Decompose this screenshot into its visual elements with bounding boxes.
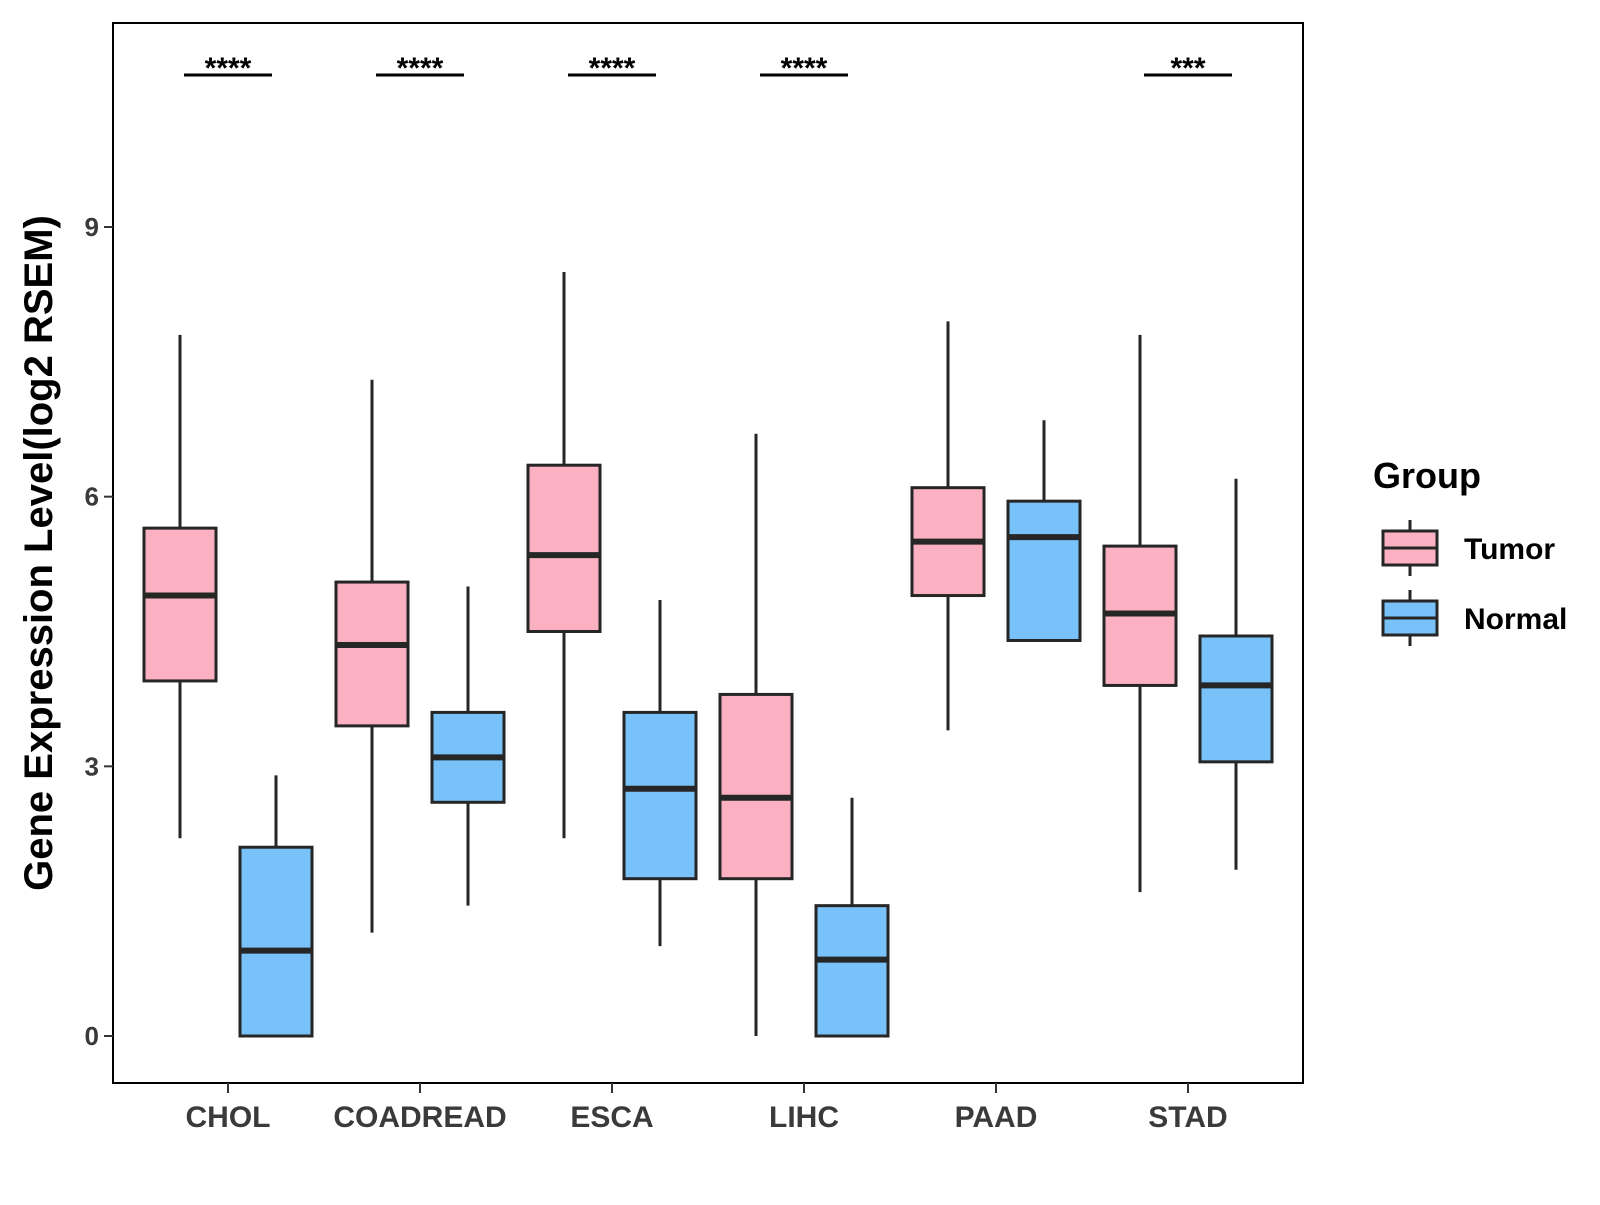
significance-label: **** bbox=[397, 52, 444, 85]
significance-label: *** bbox=[1170, 52, 1205, 85]
x-tick-label-lihc: LIHC bbox=[769, 1101, 839, 1134]
box-tumor-lihc bbox=[718, 433, 794, 1036]
significance-stad: *** bbox=[1144, 52, 1232, 85]
box-body bbox=[814, 904, 890, 1038]
legend-label-normal: Normal bbox=[1464, 603, 1567, 636]
significance-label: **** bbox=[589, 52, 636, 85]
boxes-layer bbox=[142, 271, 1274, 1038]
box-normal-lihc bbox=[814, 797, 890, 1038]
legend-entry-normal: Normal bbox=[1381, 590, 1567, 646]
box-body bbox=[142, 526, 218, 683]
box-normal-esca bbox=[622, 600, 698, 947]
x-tick-label-paad: PAAD bbox=[955, 1101, 1038, 1134]
x-axis: CHOL COADREAD ESCA LIHC PAAD STAD bbox=[186, 1083, 1228, 1134]
box-body bbox=[1006, 499, 1082, 642]
y-tick-label: 0 bbox=[85, 1021, 99, 1051]
y-axis-title: Gene Expression Level(log2 RSEM) bbox=[17, 215, 61, 891]
y-axis: 0 3 6 9 bbox=[85, 212, 113, 1051]
significance-layer: **** **** **** **** *** bbox=[184, 52, 1232, 85]
box-body bbox=[718, 692, 794, 881]
x-tick-label-stad: STAD bbox=[1148, 1101, 1227, 1134]
box-tumor-chol bbox=[142, 334, 218, 839]
box-tumor-esca bbox=[526, 271, 602, 839]
significance-chol: **** bbox=[184, 52, 272, 85]
box-normal-paad bbox=[1006, 420, 1082, 642]
box-normal-chol bbox=[238, 775, 314, 1038]
significance-esca: **** bbox=[568, 52, 656, 85]
y-tick-label: 3 bbox=[85, 751, 99, 781]
box-body bbox=[526, 463, 602, 634]
box-body bbox=[238, 845, 314, 1038]
box-tumor-paad bbox=[910, 321, 986, 731]
x-tick-label-coadread: COADREAD bbox=[333, 1101, 506, 1134]
significance-lihc: **** bbox=[760, 52, 848, 85]
box-normal-stad bbox=[1198, 478, 1274, 870]
legend-title: Group bbox=[1373, 455, 1481, 496]
x-tick-label-esca: ESCA bbox=[570, 1101, 653, 1134]
box-body bbox=[1198, 634, 1274, 764]
box-body bbox=[334, 580, 410, 728]
y-tick-label: 9 bbox=[85, 212, 99, 242]
box-tumor-stad bbox=[1102, 334, 1178, 893]
significance-label: **** bbox=[205, 52, 252, 85]
y-tick-label: 6 bbox=[85, 482, 99, 512]
significance-label: **** bbox=[781, 52, 828, 85]
x-tick-label-chol: CHOL bbox=[186, 1101, 271, 1134]
box-body bbox=[622, 710, 698, 881]
box-normal-coadread bbox=[430, 586, 506, 906]
legend: Group Tumor Normal bbox=[1373, 455, 1567, 646]
legend-entry-tumor: Tumor bbox=[1381, 520, 1555, 576]
significance-coadread: **** bbox=[376, 52, 464, 85]
box-tumor-coadread bbox=[334, 379, 410, 933]
legend-label-tumor: Tumor bbox=[1464, 533, 1555, 566]
